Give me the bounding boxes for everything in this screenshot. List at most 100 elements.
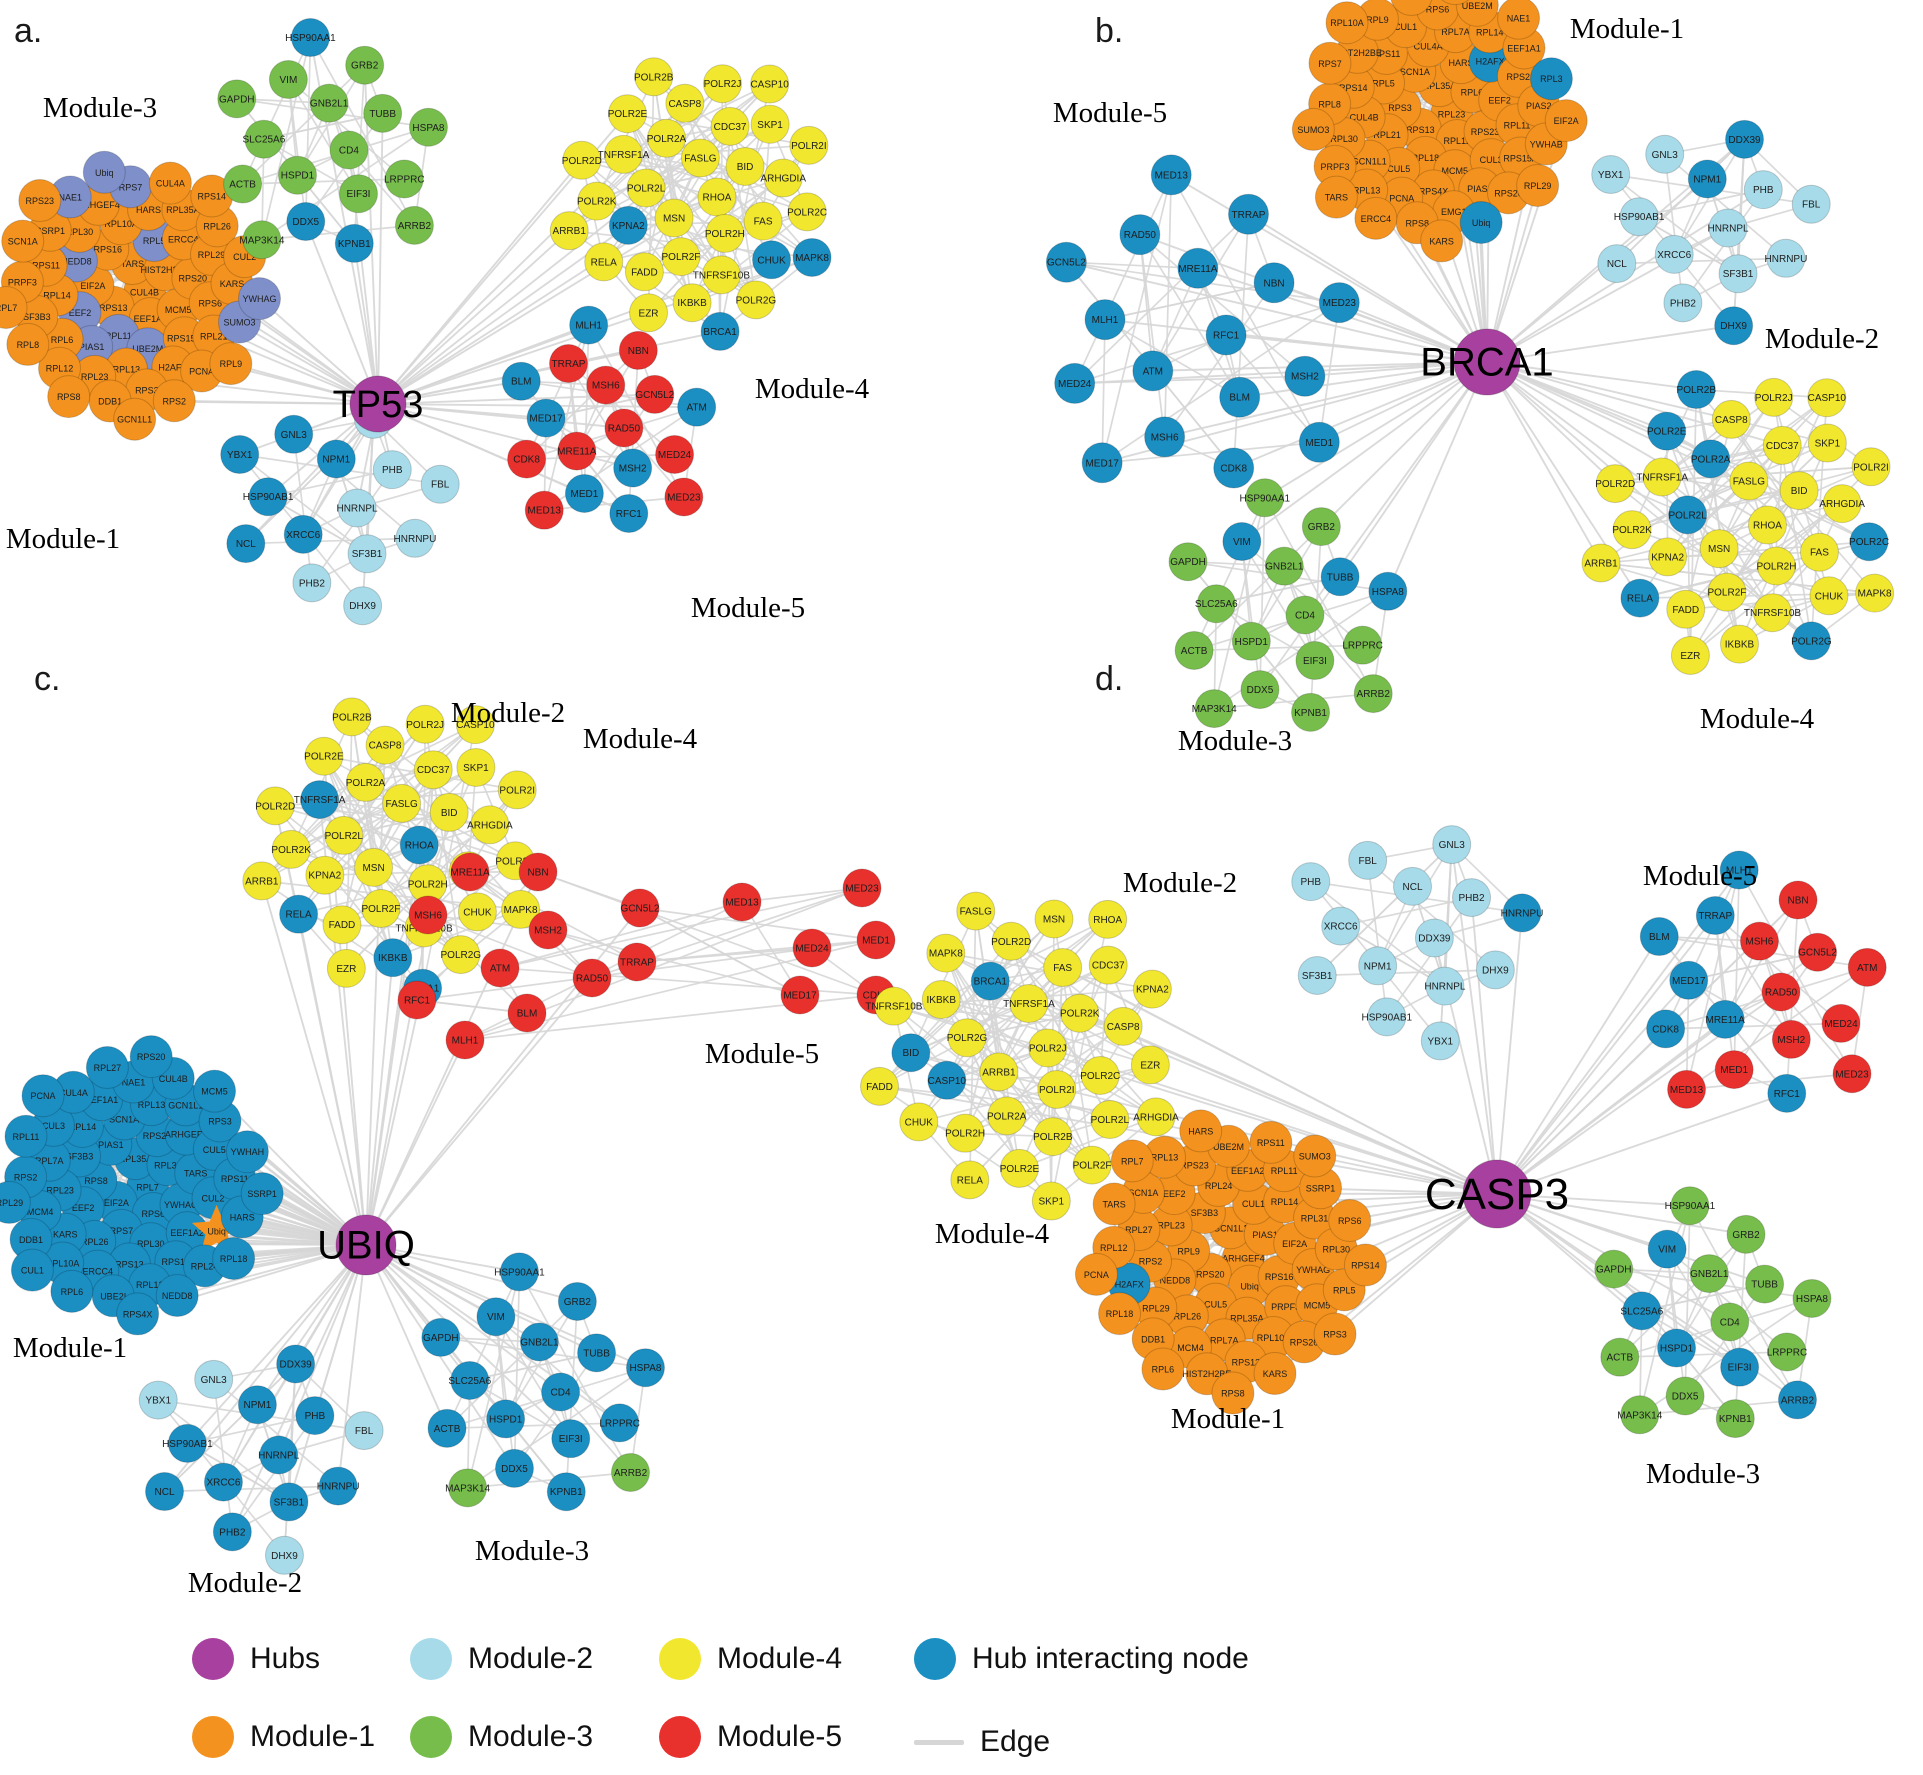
- node-polr2f[interactable]: POLR2F: [1707, 572, 1747, 612]
- node-polr2a[interactable]: POLR2A: [1691, 439, 1731, 479]
- node-rps8[interactable]: RPS8: [47, 375, 91, 419]
- node-scn1a[interactable]: SCN1A: [1, 219, 45, 263]
- node-lrpprc[interactable]: LRPPRC: [1767, 1332, 1808, 1372]
- hub-node-casp3[interactable]: CASP3: [1425, 1159, 1569, 1229]
- node-npm1[interactable]: NPM1: [237, 1385, 277, 1425]
- node-fbl[interactable]: FBL: [344, 1411, 384, 1451]
- node-rela[interactable]: RELA: [950, 1160, 990, 1200]
- node-rps14[interactable]: RPS14: [1343, 1243, 1387, 1287]
- node-ddx39[interactable]: DDX39: [1725, 119, 1765, 159]
- node-trrap[interactable]: TRRAP: [617, 942, 657, 982]
- node-polr2j[interactable]: POLR2J: [702, 64, 742, 104]
- node-med23[interactable]: MED23: [1832, 1054, 1872, 1094]
- node-med17[interactable]: MED17: [1081, 442, 1123, 484]
- node-bid[interactable]: BID: [429, 792, 469, 832]
- node-kpna2[interactable]: KPNA2: [1648, 537, 1688, 577]
- node-gapdh[interactable]: GAPDH: [1168, 542, 1208, 582]
- node-polr2h[interactable]: POLR2H: [705, 213, 745, 253]
- node-fbl[interactable]: FBL: [1348, 840, 1388, 880]
- node-msh2[interactable]: MSH2: [613, 448, 653, 488]
- node-polr2d[interactable]: POLR2D: [562, 140, 602, 180]
- node-polr2e[interactable]: POLR2E: [608, 94, 648, 134]
- node-hspd1[interactable]: HSPD1: [1657, 1328, 1697, 1368]
- node-hsp90ab1[interactable]: HSP90AB1: [243, 477, 294, 517]
- node-grb2[interactable]: GRB2: [1726, 1214, 1766, 1254]
- node-sf3b1[interactable]: SF3B1: [1718, 254, 1758, 294]
- node-ddx39[interactable]: DDX39: [1414, 918, 1454, 958]
- node-cdc37[interactable]: CDC37: [710, 106, 750, 146]
- node-polr2h[interactable]: POLR2H: [1756, 546, 1796, 586]
- node-casp8[interactable]: CASP8: [365, 725, 405, 765]
- node-gapdh[interactable]: GAPDH: [421, 1317, 461, 1357]
- node-polr2g[interactable]: POLR2G: [736, 280, 777, 320]
- hub-node-ubiq[interactable]: UBIQ: [317, 1214, 415, 1276]
- node-kars[interactable]: KARS: [1420, 219, 1464, 263]
- node-kars[interactable]: KARS: [1253, 1351, 1297, 1395]
- node-ywhah[interactable]: YWHAH: [225, 1130, 269, 1174]
- node-med13[interactable]: MED13: [1150, 154, 1192, 196]
- node-hnrnpu[interactable]: HNRNPU: [1501, 893, 1544, 933]
- node-arrb1[interactable]: ARRB1: [979, 1052, 1019, 1092]
- node-gnb2l1[interactable]: GNB2L1: [1264, 546, 1304, 586]
- node-tars[interactable]: TARS: [1092, 1182, 1136, 1226]
- node-gnb2l1[interactable]: GNB2L1: [1689, 1254, 1729, 1294]
- node-ncl[interactable]: NCL: [1597, 244, 1637, 284]
- node-grb2[interactable]: GRB2: [345, 45, 385, 85]
- node-polr2e[interactable]: POLR2E: [1000, 1148, 1040, 1188]
- node-phb2[interactable]: PHB2: [212, 1512, 252, 1552]
- node-casp8[interactable]: CASP8: [665, 83, 705, 123]
- node-xrcc6[interactable]: XRCC6: [1654, 234, 1694, 274]
- node-skp1[interactable]: SKP1: [456, 747, 496, 787]
- node-rps6[interactable]: RPS6: [1328, 1198, 1372, 1242]
- node-med1[interactable]: MED1: [1298, 421, 1340, 463]
- node-cdk8[interactable]: CDK8: [1213, 447, 1255, 489]
- node-fas[interactable]: FAS: [1799, 532, 1839, 572]
- node-actb[interactable]: ACTB: [1174, 630, 1214, 670]
- node-nae1[interactable]: NAE1: [1497, 0, 1541, 40]
- node-rps7[interactable]: RPS7: [1308, 41, 1352, 85]
- node-arrb1[interactable]: ARRB1: [1581, 543, 1621, 583]
- node-atm[interactable]: ATM: [1132, 350, 1174, 392]
- node-fadd[interactable]: FADD: [1666, 589, 1706, 629]
- node-ddx39[interactable]: DDX39: [276, 1344, 316, 1384]
- node-trrap[interactable]: TRRAP: [1227, 193, 1269, 235]
- node-polr2i[interactable]: POLR2I: [789, 125, 829, 165]
- node-xrcc6[interactable]: XRCC6: [203, 1462, 243, 1502]
- node-ncl[interactable]: NCL: [226, 524, 266, 564]
- node-cdk8[interactable]: CDK8: [1646, 1009, 1686, 1049]
- node-blm[interactable]: BLM: [1219, 376, 1261, 418]
- node-faslg[interactable]: FASLG: [956, 891, 996, 931]
- node-dhx9[interactable]: DHX9: [1714, 306, 1754, 346]
- node-ddx5[interactable]: DDX5: [1240, 670, 1280, 710]
- node-arrb2[interactable]: ARRB2: [1777, 1380, 1817, 1420]
- node-rps3[interactable]: RPS3: [1313, 1312, 1357, 1356]
- node-polr2f[interactable]: POLR2F: [661, 237, 701, 277]
- node-nedd8[interactable]: NEDD8: [155, 1274, 199, 1318]
- node-mapk8[interactable]: MAPK8: [1855, 573, 1895, 613]
- node-npm1[interactable]: NPM1: [1358, 946, 1398, 986]
- node-lrpprc[interactable]: LRPPRC: [599, 1403, 640, 1443]
- node-phb2[interactable]: PHB2: [1663, 283, 1703, 323]
- node-polr2g[interactable]: POLR2G: [947, 1018, 988, 1058]
- node-gapdh[interactable]: GAPDH: [217, 79, 257, 119]
- node-map3k14[interactable]: MAP3K14: [1617, 1395, 1663, 1435]
- node-polr2k[interactable]: POLR2K: [1060, 993, 1100, 1033]
- node-phb2[interactable]: PHB2: [292, 563, 332, 603]
- node-cul4a[interactable]: CUL4A: [148, 161, 192, 205]
- node-med17[interactable]: MED17: [526, 398, 566, 438]
- node-polr2e[interactable]: POLR2E: [304, 736, 344, 776]
- node-chuk[interactable]: CHUK: [752, 240, 792, 280]
- node-sf3b1[interactable]: SF3B1: [347, 534, 387, 574]
- node-arhgdia[interactable]: ARHGDIA: [1819, 484, 1865, 524]
- node-vim[interactable]: VIM: [268, 60, 308, 100]
- node-phb[interactable]: PHB: [295, 1396, 335, 1436]
- node-hspa8[interactable]: HSPA8: [1792, 1278, 1832, 1318]
- node-msh6[interactable]: MSH6: [1144, 416, 1186, 458]
- node-eif3i[interactable]: EIF3I: [1295, 641, 1335, 681]
- node-hsp90ab1[interactable]: HSP90AB1: [1614, 197, 1665, 237]
- node-hspd1[interactable]: HSPD1: [1231, 621, 1271, 661]
- node-phb[interactable]: PHB: [372, 450, 412, 490]
- node-vim[interactable]: VIM: [1222, 522, 1262, 562]
- node-mcm5[interactable]: MCM5: [193, 1069, 237, 1113]
- node-msh2[interactable]: MSH2: [528, 910, 568, 950]
